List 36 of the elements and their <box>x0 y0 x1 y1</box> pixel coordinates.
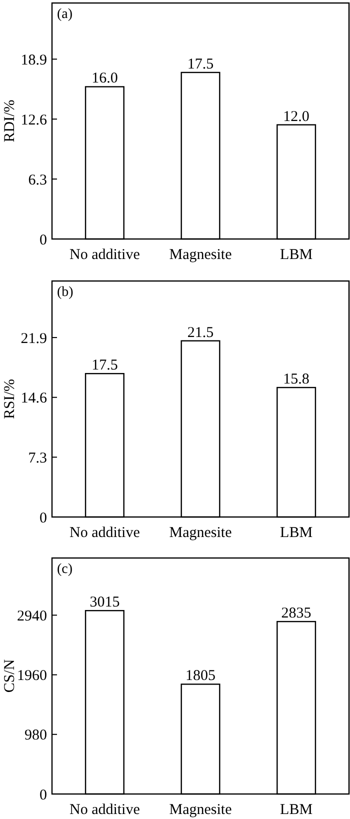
chart-title: (b) <box>57 285 74 300</box>
data-label: 15.8 <box>283 372 310 388</box>
y-tick-label: 18.9 <box>20 52 47 68</box>
chart-title: (a) <box>57 7 73 22</box>
x-tick-label: Magnesite <box>169 802 232 818</box>
data-label: 17.5 <box>92 358 118 374</box>
y-tick-label: 14.6 <box>20 390 48 407</box>
x-tick-label: Magnesite <box>169 247 232 263</box>
chart-title: (c) <box>57 562 73 577</box>
data-label: 2835 <box>281 606 312 622</box>
y-tick-label: 12.6 <box>20 112 48 128</box>
data-label: 16.0 <box>92 70 118 87</box>
data-label: 17.5 <box>187 56 214 72</box>
data-label: 3015 <box>90 594 120 611</box>
x-tick-label: No additive <box>69 247 140 263</box>
x-tick-label: Magnesite <box>169 525 232 541</box>
y-axis-title: RDI/% <box>2 100 18 142</box>
y-axis-title: CS/N <box>2 659 18 693</box>
y-tick-label: 0 <box>40 787 47 804</box>
y-tick-label: 1960 <box>17 668 47 684</box>
y-tick-label: 2940 <box>17 608 47 624</box>
y-tick-label: 0 <box>40 232 47 248</box>
y-tick-label: 6.3 <box>28 172 47 188</box>
y-tick-label: 7.3 <box>28 450 47 466</box>
data-label: 12.0 <box>283 108 310 125</box>
data-label: 1805 <box>186 668 216 684</box>
x-tick-label: No additive <box>69 802 140 818</box>
x-tick-label: LBM <box>280 525 313 541</box>
x-tick-label: No additive <box>69 525 140 541</box>
y-axis-title: RSI/% <box>2 378 18 420</box>
y-tick-label: 0 <box>40 510 47 526</box>
y-tick-label: 21.9 <box>20 330 47 347</box>
data-label: 21.5 <box>187 324 214 341</box>
x-tick-label: LBM <box>280 247 313 263</box>
x-tick-label: LBM <box>280 802 313 818</box>
y-tick-label: 980 <box>24 728 47 744</box>
